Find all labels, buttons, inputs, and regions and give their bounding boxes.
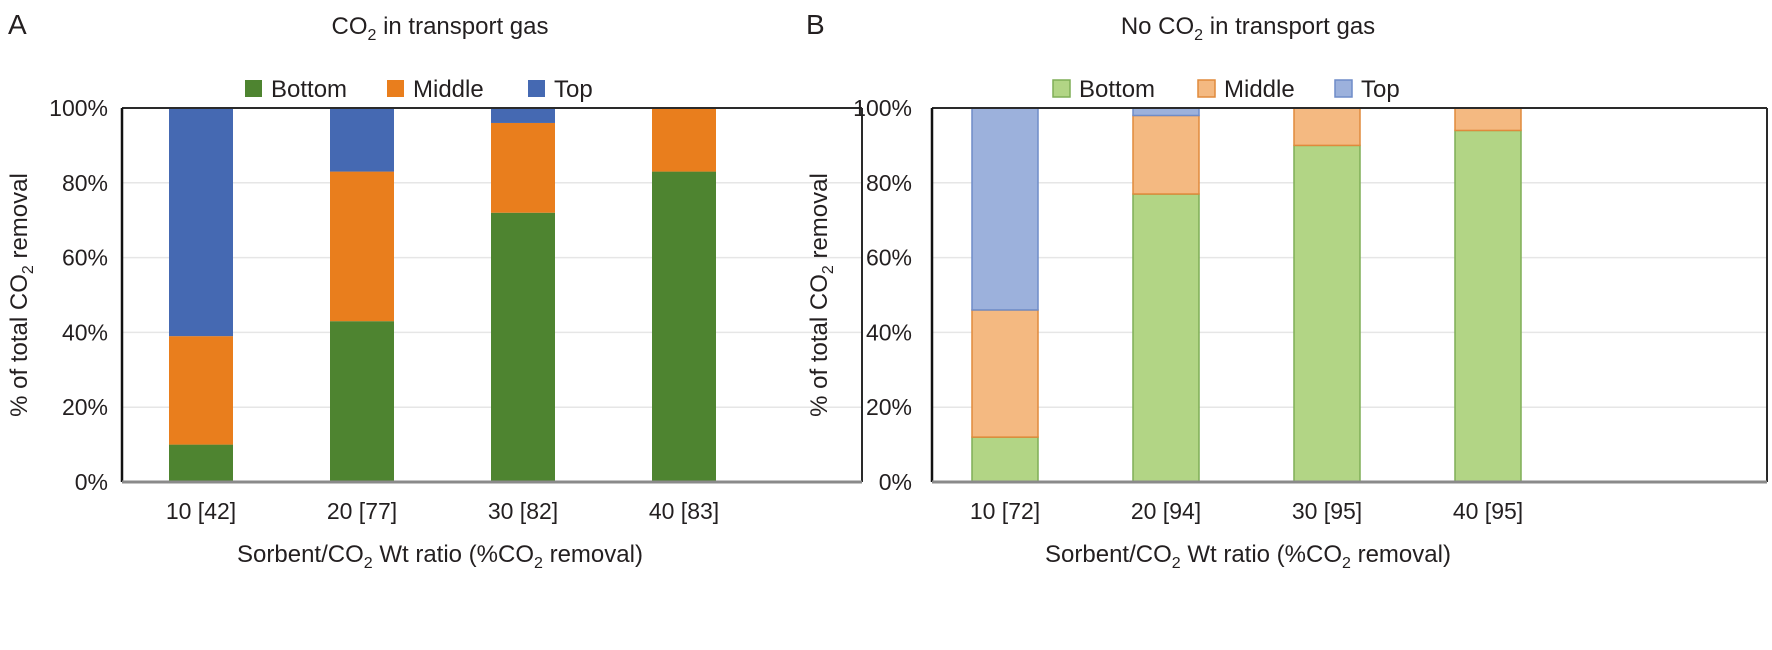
panel-letter-b: B (806, 9, 825, 40)
legend-swatch-middle (1197, 79, 1216, 98)
bar-segment-middle (1293, 107, 1361, 147)
x-axis-label-a: Sorbent/CO2 Wt ratio (%CO2 removal) (237, 541, 643, 572)
bar-segment-bottom (330, 321, 394, 482)
panel-letter-a: A (8, 9, 27, 40)
x-tick-label: 40 [95] (1453, 498, 1523, 524)
plot-area-a: 0% 20% 40% 60% 80% 100% 10 [42] 20 [77] 30 [82] 4… (49, 76, 863, 524)
y-tick-label: 20% (866, 394, 912, 420)
x-tick-label: 10 [42] (166, 498, 236, 524)
x-tick-label: 20 [94] (1131, 498, 1201, 524)
bar-stack (652, 108, 716, 482)
bar-segment-bottom (1132, 193, 1200, 483)
legend-swatch-bottom (1052, 79, 1071, 98)
bar-segment-top (971, 107, 1039, 311)
panel-a: A CO2 in transport gas Sorbent/CO2 Wt ra… (6, 9, 863, 572)
x-tick-label: 30 [82] (488, 498, 558, 524)
bar-segment-middle (1132, 114, 1200, 195)
legend-label-top: Top (1361, 76, 1400, 103)
legend-swatch-top (1334, 79, 1353, 98)
x-tick-label: 10 [72] (970, 498, 1040, 524)
bar-segment-middle (652, 108, 716, 172)
bar-stack (169, 108, 233, 482)
chart-title-a: CO2 in transport gas (332, 13, 549, 44)
panel-b: B No CO2 in transport gas Sorbent/CO2 Wt… (806, 9, 1768, 572)
bar-segment-bottom (1454, 129, 1522, 483)
bar-segment-middle (1454, 107, 1522, 132)
bar-segment-bottom (1293, 144, 1361, 483)
bar-stack (971, 107, 1039, 483)
legend-swatch-bottom (245, 80, 262, 97)
y-tick-label: 80% (62, 170, 108, 196)
y-tick-label: 40% (866, 319, 912, 345)
legend-label-middle: Middle (1224, 76, 1295, 103)
x-tick-label: 40 [83] (649, 498, 719, 524)
x-axis-label-b: Sorbent/CO2 Wt ratio (%CO2 removal) (1045, 541, 1451, 572)
bar-segment-middle (491, 122, 555, 213)
bar-segment-bottom (971, 436, 1039, 483)
x-tick-label: 30 [95] (1292, 498, 1362, 524)
y-tick-label: 60% (866, 245, 912, 271)
bar-segment-top (491, 108, 555, 123)
legend-swatch-top (528, 80, 545, 97)
plot-area-b: 0% 20% 40% 60% 80% 100% 10 [72] 20 [94] 30 [95] 4… (853, 76, 1768, 524)
y-axis-label-a: % of total CO2 removal (6, 173, 37, 417)
y-tick-label: 20% (62, 394, 108, 420)
legend: Bottom Middle Top (1052, 76, 1400, 103)
bar-segment-middle (330, 171, 394, 322)
bar-segment-middle (971, 309, 1039, 438)
y-tick-label: 100% (49, 95, 108, 121)
y-tick-label: 100% (853, 95, 912, 121)
legend-swatch-middle (387, 80, 404, 97)
y-tick-label: 0% (75, 469, 108, 495)
bar-segment-top (169, 108, 233, 337)
y-tick-label: 80% (866, 170, 912, 196)
bar-segment-top (1132, 107, 1200, 117)
bar-segment-bottom (652, 171, 716, 482)
bar-stack (1293, 107, 1361, 483)
x-tick-label: 20 [77] (327, 498, 397, 524)
legend-label-top: Top (554, 76, 593, 103)
legend-label-bottom: Bottom (271, 76, 347, 103)
y-tick-label: 0% (879, 469, 912, 495)
bar-segment-bottom (491, 212, 555, 482)
legend-label-middle: Middle (413, 76, 484, 103)
bar-stack (330, 108, 394, 482)
bar-stack (491, 108, 555, 482)
bar-segment-middle (169, 336, 233, 445)
bar-stack (1454, 107, 1522, 483)
y-axis-label-b: % of total CO2 removal (806, 173, 837, 417)
chart-title-b: No CO2 in transport gas (1121, 13, 1375, 44)
legend: Bottom Middle Top (245, 76, 593, 103)
bar-stack (1132, 107, 1200, 483)
bar-segment-top (330, 108, 394, 172)
y-tick-label: 40% (62, 319, 108, 345)
legend-label-bottom: Bottom (1079, 76, 1155, 103)
y-tick-label: 60% (62, 245, 108, 271)
bar-segment-bottom (169, 444, 233, 482)
